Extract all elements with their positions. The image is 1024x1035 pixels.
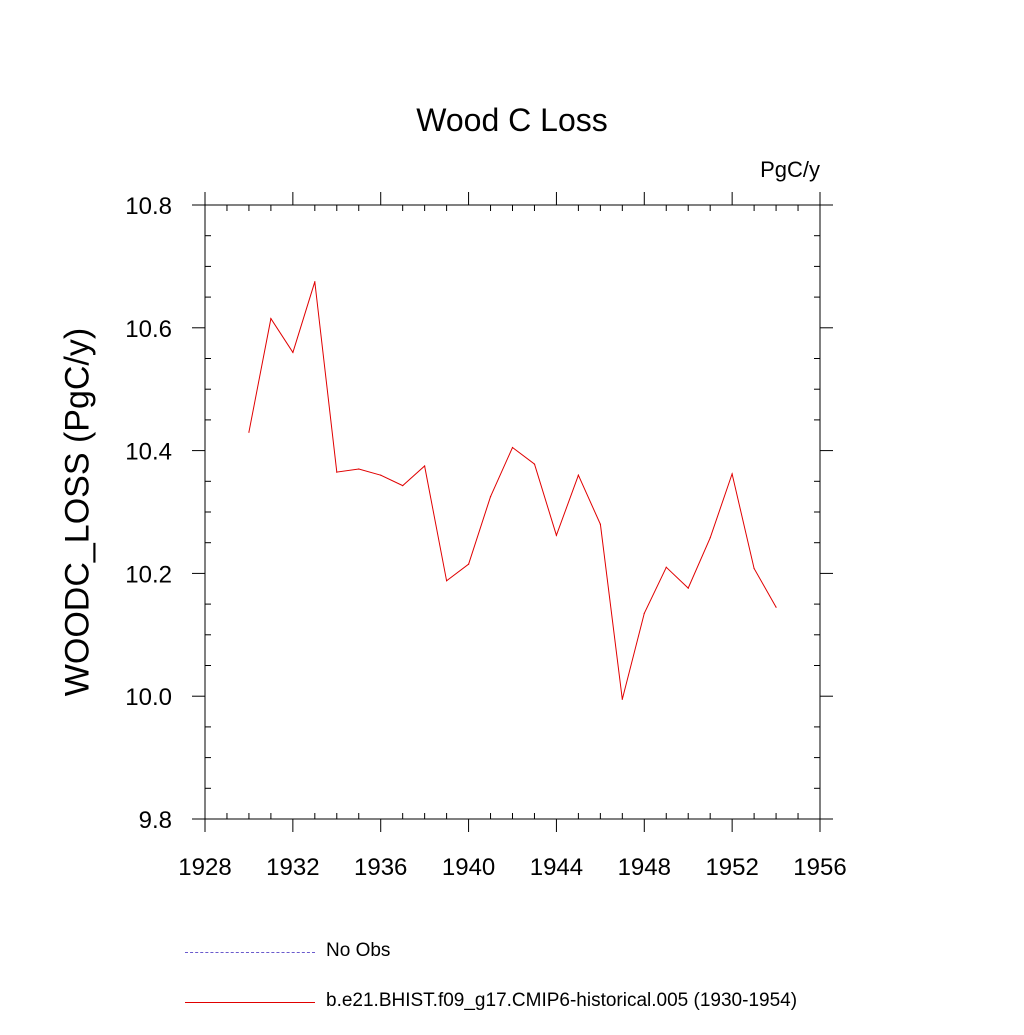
tick-labels: 1928 1932 1936 1940 1944 1948 1952 1956 9.8 10.0 1… (125, 193, 846, 881)
units-label: PgC/y (760, 157, 820, 182)
x-tick-label: 1948 (618, 854, 671, 881)
data-point (292, 351, 294, 353)
data-point (533, 463, 536, 465)
data-point (577, 474, 579, 476)
data-point (753, 567, 755, 570)
data-point (731, 473, 733, 475)
x-tick-label: 1940 (442, 854, 495, 881)
axis-ticks (192, 192, 833, 832)
plot-frame (204, 204, 821, 820)
y-tick-label: 10.6 (125, 316, 172, 343)
legend-item-historical: b.e21.BHIST.f09_g17.CMIP6-historical.005… (180, 985, 1020, 1035)
legend-swatch-solid (185, 1002, 315, 1003)
data-point (402, 484, 404, 487)
x-tick-label: 1944 (530, 854, 583, 881)
chart-title: Wood C Loss (416, 102, 608, 138)
data-point (336, 471, 338, 473)
x-tick-label: 1932 (266, 854, 319, 881)
data-point (380, 474, 382, 476)
y-tick-label: 10.0 (125, 684, 172, 711)
data-point (270, 317, 272, 320)
data-point (687, 587, 689, 589)
series-lines (248, 281, 777, 700)
legend-label: No Obs (326, 940, 391, 961)
series-line-historical (248, 281, 777, 700)
data-point (248, 431, 250, 433)
x-tick-label: 1952 (705, 854, 758, 881)
y-tick-label: 9.8 (139, 807, 172, 834)
data-point (511, 446, 514, 449)
data-point (489, 496, 492, 498)
data-point (643, 612, 645, 614)
legend-swatch-dashed (185, 952, 315, 953)
data-point (467, 563, 470, 565)
data-point (599, 523, 601, 525)
data-point (621, 698, 623, 700)
data-point (555, 534, 558, 536)
legend-item-no-obs: No Obs (180, 935, 1020, 985)
y-tick-label: 10.4 (125, 439, 172, 466)
data-point (709, 537, 711, 539)
data-point (358, 468, 360, 470)
x-tick-label: 1928 (178, 854, 231, 881)
y-tick-label: 10.2 (125, 561, 172, 588)
data-point (314, 281, 316, 283)
x-tick-label: 1936 (354, 854, 407, 881)
legend-label: b.e21.BHIST.f09_g17.CMIP6-historical.005… (326, 990, 798, 1011)
y-tick-label: 10.8 (125, 193, 172, 220)
data-point (446, 580, 448, 582)
data-point (665, 566, 667, 568)
legend: No Obs b.e21.BHIST.f09_g17.CMIP6-histori… (180, 935, 1020, 1035)
x-tick-label: 1956 (793, 854, 846, 881)
data-point (424, 465, 426, 467)
data-point (775, 606, 777, 608)
